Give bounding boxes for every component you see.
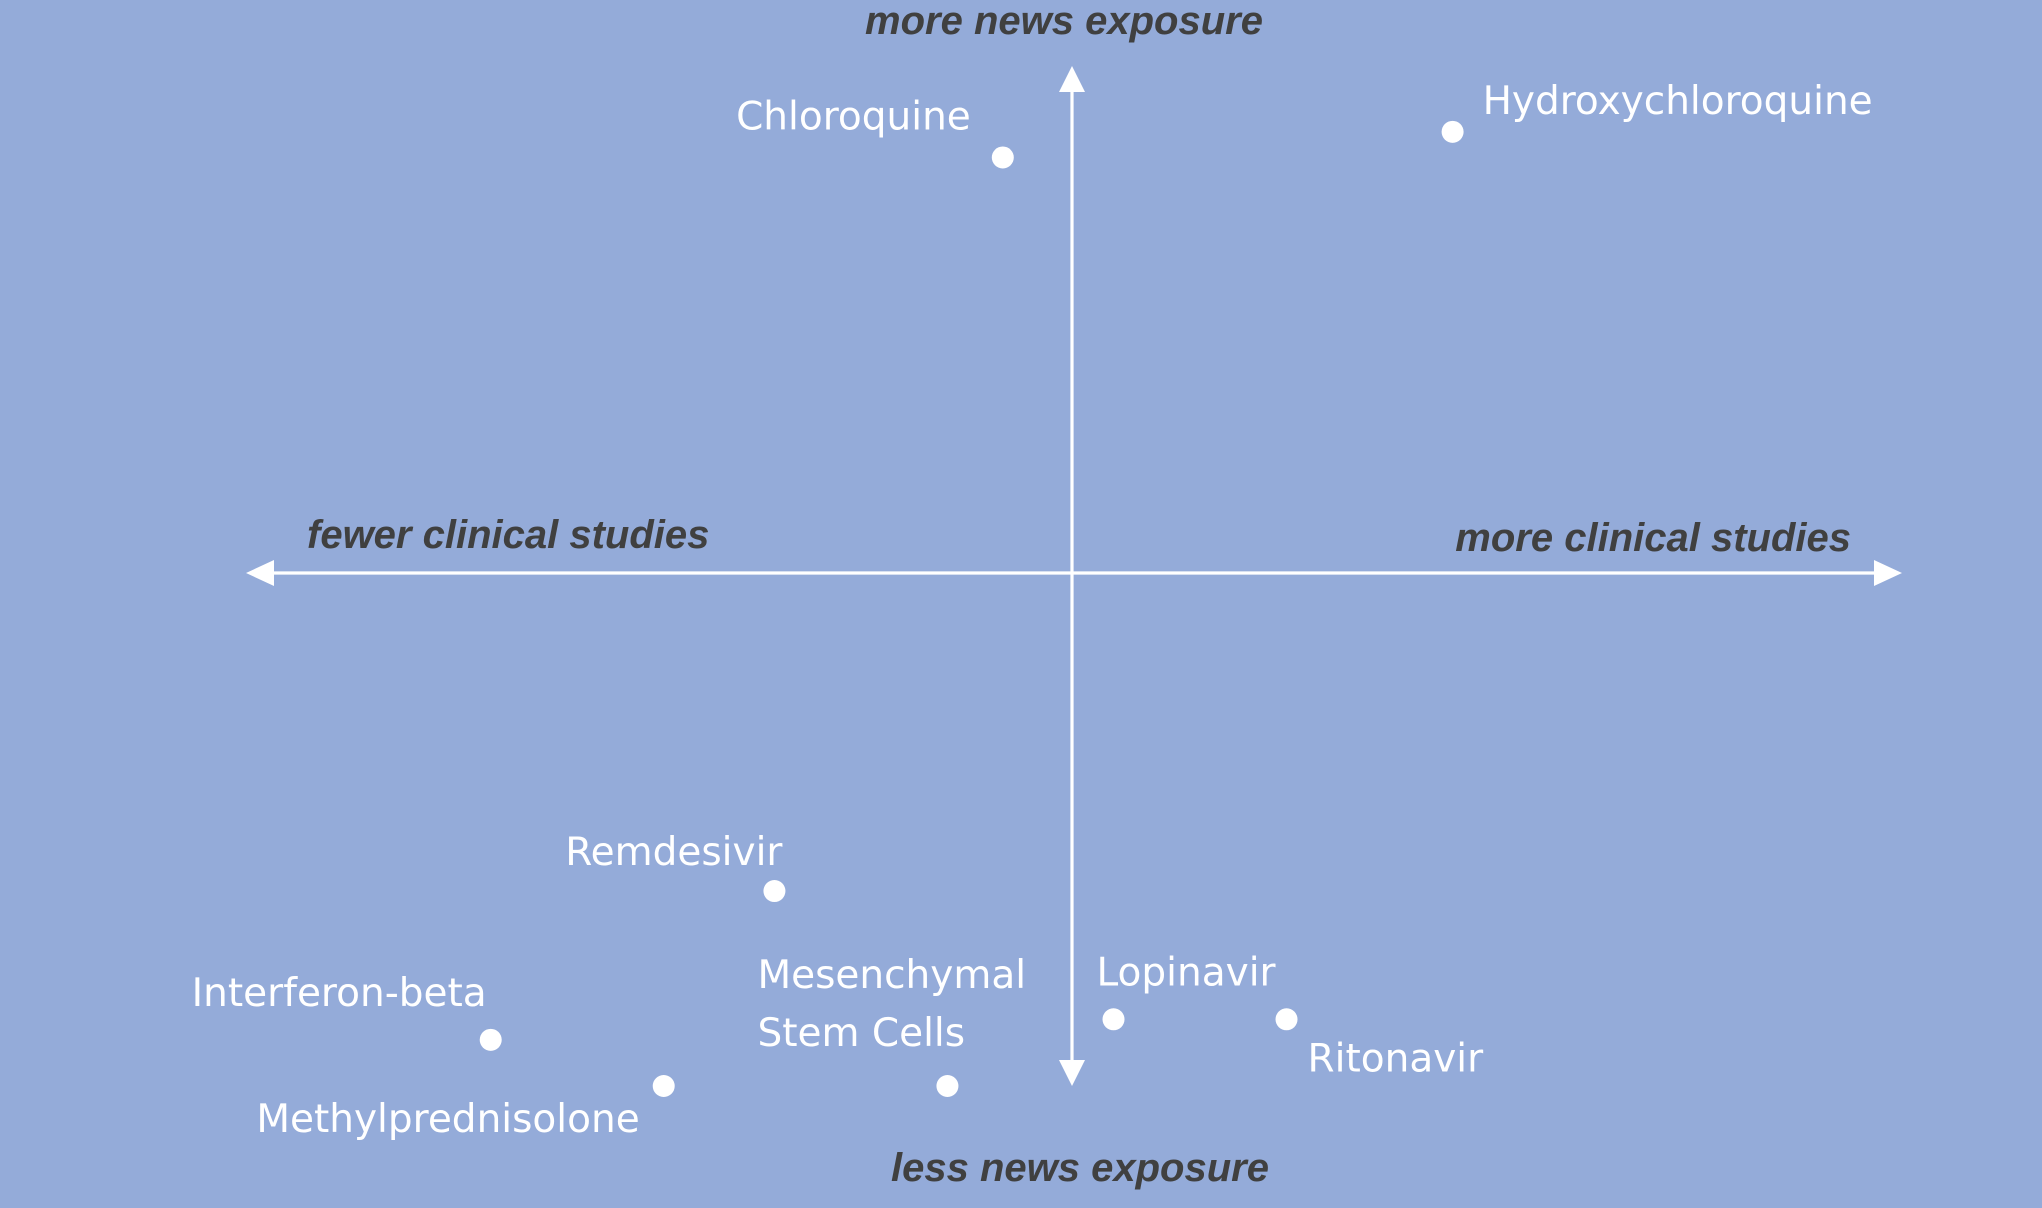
y-axis-top-arrow <box>1059 66 1085 92</box>
point-label: Chloroquine <box>736 94 971 139</box>
data-points <box>479 120 1464 1097</box>
x-positive-label: more clinical studies <box>1455 516 1851 560</box>
point-label: Hydroxychloroquine <box>1483 79 1873 124</box>
data-point <box>1275 1008 1298 1031</box>
data-point <box>763 880 786 903</box>
point-label: Remdesivir <box>565 830 783 875</box>
x-negative-label: fewer clinical studies <box>307 513 709 557</box>
data-point <box>1102 1008 1125 1031</box>
point-label: Mesenchymal Stem Cells <box>757 953 1026 1056</box>
data-point <box>652 1075 675 1097</box>
y-positive-label: more news exposure <box>865 0 1263 43</box>
y-axis-bottom-arrow <box>1059 1060 1085 1086</box>
data-point <box>991 146 1014 169</box>
x-axis-left-arrow <box>246 560 274 586</box>
point-label: Ritonavir <box>1308 1036 1485 1081</box>
y-negative-label: less news exposure <box>891 1146 1269 1190</box>
point-label: Lopinavir <box>1097 950 1277 995</box>
x-axis-right-arrow <box>1874 560 1902 586</box>
data-point <box>479 1028 502 1051</box>
point-labels: Chloroquine Hydroxychloroquine Remdesivir I… <box>192 79 1873 1142</box>
axes <box>246 66 1902 1086</box>
data-point <box>936 1075 959 1097</box>
point-label: Interferon-beta <box>192 971 487 1016</box>
data-point <box>1441 120 1464 143</box>
point-label: Methylprednisolone <box>256 1097 639 1142</box>
